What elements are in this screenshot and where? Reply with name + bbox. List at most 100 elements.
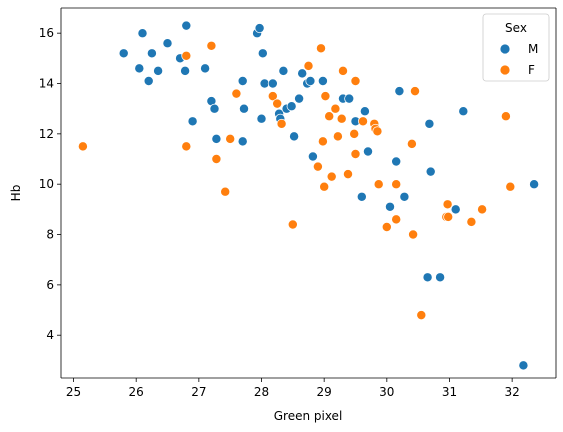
point-f-45 [500, 111, 511, 122]
point-f-20 [330, 103, 341, 114]
point-m-28 [286, 101, 297, 112]
point-m-20 [256, 113, 267, 124]
x-tick-label: 32 [504, 385, 519, 399]
point-m-39 [356, 191, 367, 202]
y-axis-label: Hb [9, 185, 23, 202]
point-m-52 [518, 360, 529, 371]
point-f-36 [406, 138, 417, 149]
y-tick-label: 10 [39, 177, 54, 191]
point-f-25 [349, 128, 360, 139]
point-m-13 [209, 103, 220, 114]
point-m-47 [424, 118, 435, 129]
point-m-31 [297, 68, 308, 79]
point-m-16 [237, 136, 248, 147]
y-tick-label: 12 [39, 127, 54, 141]
point-f-43 [466, 216, 477, 227]
point-f-8 [267, 91, 278, 102]
point-m-17 [239, 103, 249, 114]
point-m-33 [305, 76, 316, 86]
x-axis-label: Green pixel [274, 409, 343, 423]
y-tick-label: 6 [46, 278, 54, 292]
x-tick-label: 30 [379, 385, 394, 399]
x-tick-label: 31 [442, 385, 457, 399]
point-f-6 [225, 133, 236, 144]
point-f-15 [317, 136, 328, 147]
point-f-24 [343, 169, 353, 180]
point-m-3 [143, 76, 154, 86]
x-tick-label: 27 [191, 385, 206, 399]
point-f-9 [272, 98, 283, 109]
points-layer [77, 20, 540, 371]
point-f-7 [231, 88, 242, 99]
point-f-5 [220, 186, 231, 197]
point-m-19 [254, 23, 265, 34]
point-f-28 [358, 116, 368, 127]
point-m-44 [394, 86, 405, 97]
point-f-12 [303, 60, 314, 71]
point-f-0 [77, 141, 88, 152]
point-m-48 [425, 166, 436, 177]
point-f-42 [443, 211, 454, 222]
point-f-44 [477, 204, 488, 215]
x-ticks: 25 26 27 28 29 30 31 32 [66, 378, 520, 399]
point-m-10 [187, 116, 198, 127]
x-tick-label: 26 [129, 385, 144, 399]
legend: Sex M F [482, 13, 550, 82]
y-tick-label: 14 [39, 77, 54, 91]
point-f-23 [338, 65, 348, 76]
point-m-29 [289, 131, 300, 142]
point-f-39 [416, 310, 427, 321]
point-f-18 [324, 111, 335, 122]
point-m-46 [422, 272, 433, 283]
point-f-2 [181, 141, 192, 152]
point-m-2 [134, 63, 145, 74]
point-f-34 [391, 179, 402, 190]
point-m-40 [359, 106, 370, 117]
y-tick-label: 4 [46, 328, 54, 342]
x-tick-label: 28 [254, 385, 269, 399]
legend-title: Sex [505, 21, 527, 35]
point-m-8 [180, 65, 191, 76]
point-m-14 [211, 133, 222, 144]
point-m-26 [278, 65, 289, 76]
point-f-21 [332, 131, 343, 142]
legend-marker-m [499, 43, 511, 55]
point-f-11 [287, 219, 298, 230]
x-tick-label: 29 [317, 385, 332, 399]
point-m-50 [450, 204, 461, 215]
point-f-19 [326, 171, 337, 182]
point-f-38 [410, 86, 420, 97]
point-m-21 [257, 48, 268, 59]
legend-marker-f [499, 64, 511, 76]
point-m-4 [146, 48, 157, 59]
point-m-0 [118, 48, 129, 59]
point-m-5 [153, 65, 164, 76]
point-f-26 [350, 149, 361, 159]
point-m-35 [317, 76, 328, 86]
point-f-10 [276, 118, 287, 129]
point-m-53 [529, 179, 540, 190]
point-f-22 [336, 113, 347, 124]
y-tick-label: 16 [39, 26, 54, 40]
point-m-49 [435, 272, 446, 283]
point-f-4 [211, 154, 222, 164]
point-f-37 [408, 229, 419, 240]
y-tick-label: 8 [46, 228, 54, 242]
plot-frame [60, 7, 557, 379]
point-f-27 [350, 76, 361, 86]
point-m-1 [137, 28, 148, 39]
legend-label-f: F [528, 63, 535, 77]
point-m-37 [344, 93, 355, 104]
x-tick-label: 25 [66, 385, 81, 399]
point-f-17 [320, 91, 331, 102]
point-f-14 [316, 43, 326, 54]
point-m-43 [391, 156, 402, 167]
point-m-30 [294, 93, 305, 104]
point-f-3 [206, 40, 217, 51]
point-m-6 [162, 38, 173, 49]
point-m-51 [458, 106, 469, 117]
legend-label-m: M [528, 42, 538, 56]
point-f-1 [181, 50, 192, 61]
point-m-41 [363, 146, 373, 157]
